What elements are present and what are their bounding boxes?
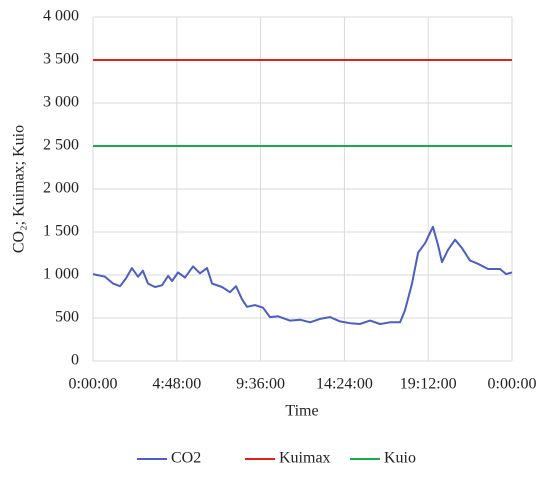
y-tick-label: 0 — [71, 352, 79, 369]
line-series — [92, 225, 513, 325]
x-tick-label: 4:48:00 — [152, 376, 201, 393]
y-tick-label: 500 — [55, 309, 79, 326]
y-tick-label: 4 000 — [43, 8, 79, 25]
x-axis-label: Time — [285, 403, 318, 420]
x-tick-label: 0:00:00 — [488, 376, 537, 393]
legend-label: Kuimax — [279, 450, 331, 467]
legend-label: Kuio — [384, 450, 416, 467]
y-tick-label: 3 500 — [43, 51, 79, 68]
y-tick-label: 2 500 — [43, 137, 79, 154]
legend-label: CO2 — [171, 450, 201, 467]
x-tick-label: 0:00:00 — [69, 376, 118, 393]
y-axis-label: CO₂; Kuimax; Kuio — [11, 125, 28, 253]
x-tick-label: 9:36:00 — [236, 376, 285, 393]
x-tick-label: 14:24:00 — [316, 376, 373, 393]
y-tick-label: 1 000 — [43, 266, 79, 283]
y-tick-label: 3 000 — [43, 94, 79, 111]
y-tick-label: 2 000 — [43, 180, 79, 197]
x-tick-label: 19:12:00 — [400, 376, 457, 393]
y-tick-label: 1 500 — [43, 223, 79, 240]
